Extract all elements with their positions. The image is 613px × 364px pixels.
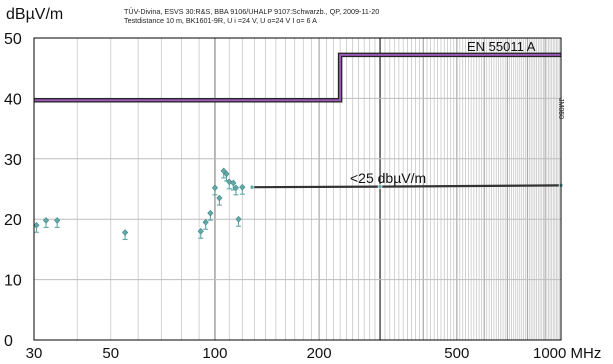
measurement-point xyxy=(33,221,40,229)
x-tick-label: 30 xyxy=(26,345,43,362)
measurement-point xyxy=(230,179,237,187)
y-tick-label: 40 xyxy=(4,91,22,108)
y-tick-label: 30 xyxy=(4,152,22,169)
measurement-point xyxy=(42,217,50,224)
x-tick-label: 200 xyxy=(307,345,332,362)
grid xyxy=(34,38,561,340)
measurement-point xyxy=(202,218,209,226)
measurement-point xyxy=(232,184,240,192)
limit-line-label: EN 55011 A xyxy=(467,39,536,54)
x-tick-label: 1000 MHz xyxy=(533,345,601,362)
measurement-point xyxy=(239,183,246,191)
measurement-point xyxy=(121,229,129,236)
measurement-layer xyxy=(33,167,246,241)
side-id: JM050 xyxy=(557,98,564,120)
measurement-point xyxy=(207,209,214,217)
series-layer xyxy=(34,52,564,190)
series-point xyxy=(249,184,255,190)
measurement-point xyxy=(54,217,61,224)
header-line-2: Testdistance 10 m, BK1601-9R, U i =24 V,… xyxy=(124,16,317,25)
series-labels: EN 55011 A <25 dbµV/m xyxy=(350,39,536,186)
measurement-point xyxy=(235,215,242,223)
x-tick-labels: 30 50 100 200 500 1000 MHz xyxy=(26,345,602,362)
y-tick-label: 20 xyxy=(4,212,22,229)
x-tick-label: 500 xyxy=(444,345,469,362)
y-tick-label: 10 xyxy=(4,273,22,290)
measurement-point xyxy=(197,227,204,235)
x-tick-label: 100 xyxy=(202,345,227,362)
measurement-point xyxy=(211,184,219,192)
y-tick-label: 0 xyxy=(4,333,13,350)
measurement-point xyxy=(223,170,230,178)
header-line-1: TÜV-Divina, ESVS 30:R&S, BBA 9106/UHALP … xyxy=(124,7,380,16)
measurement-point xyxy=(216,194,223,202)
y-tick-label: 50 xyxy=(4,31,22,48)
series-point xyxy=(377,184,383,189)
x-tick-label: 50 xyxy=(102,345,119,362)
series-label-threshold: <25 dbµV/m xyxy=(350,170,426,186)
limit-line xyxy=(34,53,561,102)
y-tick-labels: 0 10 20 30 40 50 xyxy=(4,31,22,350)
y-axis-label: dBµV/m xyxy=(6,6,64,23)
plot-frame xyxy=(33,37,562,341)
